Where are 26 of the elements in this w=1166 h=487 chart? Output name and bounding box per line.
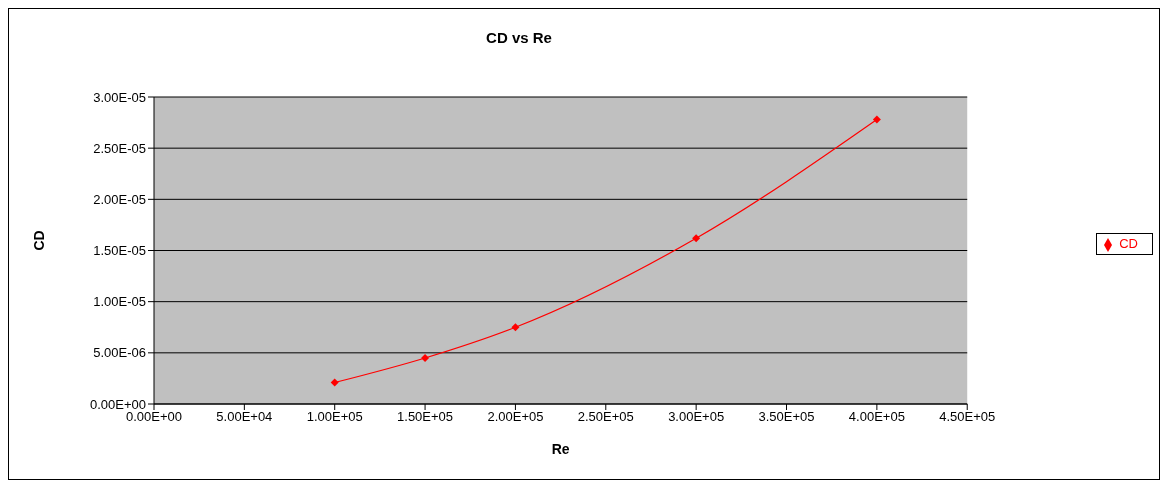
x-tick-label: 4.00E+05: [848, 409, 905, 425]
x-tick-label: 5.00E+04: [216, 409, 273, 425]
x-tick-label: 1.50E+05: [397, 409, 454, 425]
chart-title: CD vs Re: [485, 29, 553, 46]
x-tick-label: 3.00E+05: [668, 409, 725, 425]
x-tick-label: 4.50E+05: [939, 409, 996, 425]
y-tick-label: 2.50E-05: [93, 140, 146, 156]
x-tick-label: 2.00E+05: [487, 409, 544, 425]
y-tick-label: 0.00E+00: [89, 396, 146, 412]
point: [511, 323, 520, 332]
x-tick-label: 3.50E+05: [758, 409, 815, 425]
x-tick-label: 1.00E+05: [306, 409, 363, 425]
point: [872, 115, 881, 124]
x-axis-title: Re: [551, 441, 570, 457]
y-tick-label: 3.00E-05: [93, 89, 146, 105]
point: [330, 378, 339, 387]
y-tick-label: 1.00E-05: [93, 294, 146, 310]
point: [421, 353, 430, 362]
point: [692, 234, 701, 243]
legend-label: CD: [1119, 236, 1138, 252]
y-tick-label: 1.50E-05: [93, 243, 146, 259]
x-tick-label: 2.50E+05: [577, 409, 634, 425]
x-tick-label: 0.00E+00: [125, 409, 183, 425]
y-tick-label: 5.00E-06: [93, 345, 146, 361]
y-tick-label: 2.00E-05: [93, 191, 146, 207]
y-axis-title: CD: [30, 230, 47, 251]
